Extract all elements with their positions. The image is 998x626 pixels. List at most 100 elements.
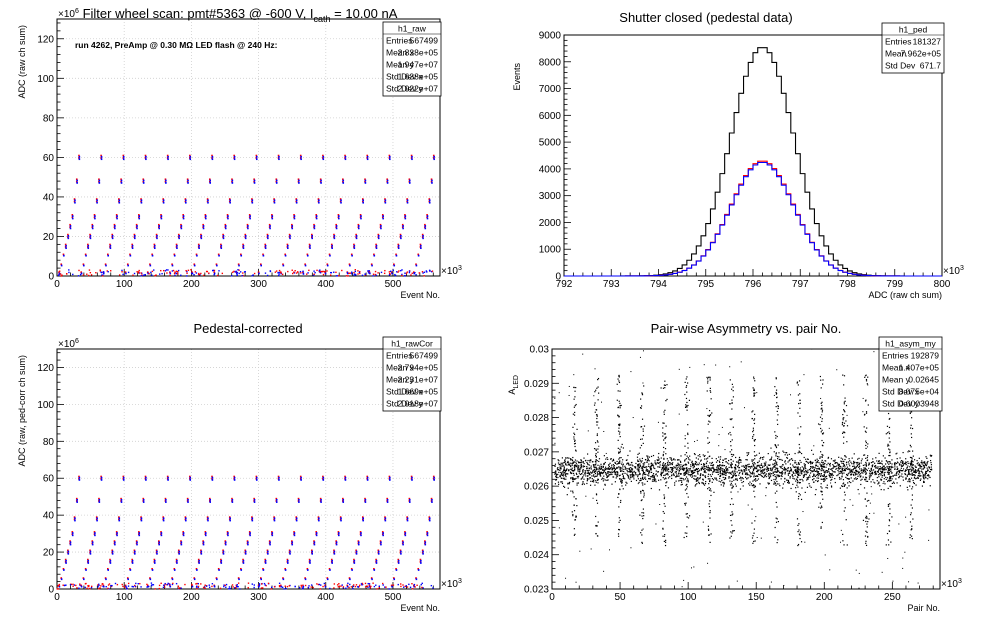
data-point — [344, 478, 347, 481]
data-point — [731, 473, 733, 475]
data-point — [778, 470, 780, 472]
data-point — [273, 517, 276, 520]
data-point — [728, 472, 730, 474]
data-point — [667, 464, 670, 466]
data-point — [185, 269, 187, 272]
data-point — [647, 478, 650, 480]
data-point — [884, 471, 886, 474]
data-point — [326, 263, 329, 266]
data-point — [573, 406, 575, 408]
data-point — [565, 476, 567, 478]
data-point — [643, 473, 645, 475]
data-point — [67, 236, 69, 238]
data-point — [594, 472, 597, 475]
data-point — [618, 529, 621, 531]
data-point — [566, 464, 568, 466]
data-point — [803, 475, 805, 477]
data-point — [734, 467, 737, 469]
data-point — [565, 469, 568, 471]
data-point — [100, 158, 103, 161]
data-point — [894, 463, 896, 466]
data-point — [860, 468, 863, 470]
data-point — [617, 414, 619, 416]
data-point — [118, 516, 120, 519]
data-point — [264, 246, 267, 248]
data-point — [836, 474, 838, 477]
data-point — [680, 481, 683, 483]
data-point — [682, 464, 684, 467]
data-point — [145, 158, 147, 161]
data-point — [767, 469, 769, 471]
data-point — [315, 531, 318, 533]
plot-frame — [56, 18, 441, 277]
data-point — [737, 465, 739, 467]
data-point — [388, 588, 390, 590]
data-point — [686, 526, 688, 528]
data-point — [357, 270, 359, 272]
data-point — [382, 534, 384, 537]
data-point — [320, 498, 322, 501]
data-point — [431, 270, 434, 272]
data-point — [71, 533, 74, 536]
data-point — [330, 558, 333, 561]
data-point — [586, 463, 589, 465]
data-point — [782, 450, 784, 452]
data-point — [80, 585, 83, 588]
data-point — [406, 200, 408, 203]
data-point — [684, 467, 686, 469]
data-point — [90, 586, 93, 589]
data-point — [792, 464, 794, 466]
data-point — [720, 468, 722, 470]
data-point — [211, 585, 213, 588]
data-point — [220, 243, 222, 246]
data-point — [278, 271, 280, 274]
y-axis-label: Events — [512, 63, 522, 91]
data-point — [928, 474, 930, 477]
data-point — [641, 542, 643, 544]
data-point — [836, 461, 838, 464]
data-point — [424, 227, 427, 230]
data-point — [273, 200, 275, 203]
data-point — [908, 479, 910, 481]
data-point — [887, 479, 889, 481]
data-point — [881, 476, 883, 478]
data-point — [732, 470, 734, 472]
data-point — [571, 464, 573, 467]
data-point — [600, 463, 602, 465]
data-point — [189, 477, 191, 480]
data-point — [175, 558, 178, 561]
data-point — [404, 216, 406, 219]
data-point — [862, 469, 864, 471]
data-point — [914, 469, 917, 471]
data-point — [300, 476, 302, 479]
data-point — [834, 477, 836, 480]
data-point — [710, 475, 712, 477]
data-point — [703, 471, 705, 473]
data-point — [359, 533, 362, 536]
data-point — [242, 559, 245, 562]
data-point — [640, 461, 642, 463]
data-point — [686, 469, 688, 471]
data-point — [827, 470, 829, 472]
data-point — [368, 583, 371, 585]
data-point — [63, 254, 65, 257]
data-point — [597, 451, 599, 453]
data-point — [788, 470, 791, 472]
data-point — [413, 585, 415, 588]
data-point — [870, 468, 872, 471]
data-point — [857, 470, 859, 472]
data-point — [576, 460, 578, 462]
data-point — [135, 223, 138, 226]
data-point — [211, 269, 214, 272]
data-point — [598, 460, 600, 463]
data-point — [430, 178, 433, 181]
data-point — [346, 272, 349, 275]
data-point — [631, 476, 633, 478]
data-point — [252, 274, 254, 276]
data-point — [874, 465, 876, 468]
data-point — [618, 427, 620, 429]
data-point — [293, 534, 296, 537]
data-point — [595, 469, 597, 471]
data-point — [399, 551, 402, 554]
data-point — [189, 157, 191, 159]
